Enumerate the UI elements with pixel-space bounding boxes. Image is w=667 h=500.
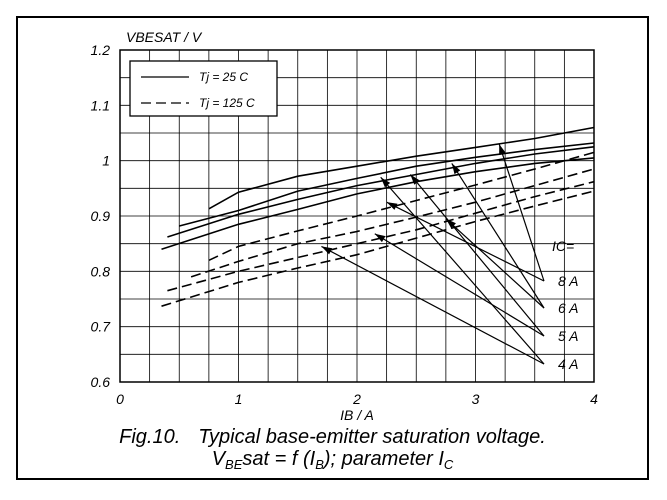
ic-label-6a: 6 A <box>558 300 579 316</box>
arrow-head <box>451 163 461 175</box>
annotation-arrows <box>321 143 545 365</box>
ic-label: IC= <box>552 238 574 254</box>
caption-line-2: VBEsat = f (IB); parameter IC <box>16 448 649 472</box>
ic-label-8a: 8 A <box>558 273 579 289</box>
y-tick-label: 1 <box>102 153 110 169</box>
y-tick-label: 0.7 <box>91 319 112 335</box>
caption-tail: ); parameter I <box>323 448 444 470</box>
caption-v: V <box>211 448 226 470</box>
arrow-line-5a <box>409 174 545 337</box>
plot-area <box>119 49 595 383</box>
figure-frame <box>16 16 649 480</box>
y-tick-label: 1.1 <box>91 97 110 113</box>
curve-ic-8a-tj-125c <box>208 151 595 262</box>
arrow-head <box>374 233 386 243</box>
legend-box <box>129 60 278 117</box>
y-tick-label: 0.6 <box>91 374 111 390</box>
curve-ic-6a-tj-25c <box>179 142 595 227</box>
legend-label-125: Tj = 125 C <box>199 96 255 110</box>
y-tick-label: 1.2 <box>91 42 111 58</box>
caption-title: Typical base-emitter saturation voltage. <box>198 426 546 448</box>
arrow-line-6a <box>451 163 545 309</box>
legend-label-25: Tj = 25 C <box>199 70 248 84</box>
arrow-line-5a <box>374 233 545 337</box>
arrow-head <box>321 246 333 255</box>
curve-ic-6a-tj-125c <box>190 168 595 278</box>
curve-ic-8a-tj-25c <box>208 126 595 210</box>
arrow-head <box>410 174 420 185</box>
ic-label-5a: 5 A <box>558 328 579 344</box>
curve-ic-4a-tj-125c <box>161 190 595 307</box>
y-tick-label: 0.8 <box>91 263 111 279</box>
caption-ib-sub: B <box>315 457 324 472</box>
curve-ic-5a-tj-25c <box>167 146 595 238</box>
curve-ic-5a-tj-125c <box>167 180 595 292</box>
x-tick-label: 0 <box>116 391 124 407</box>
x-tick-label: 2 <box>352 391 361 407</box>
x-axis-title: IB / A <box>340 407 374 423</box>
arrow-head <box>380 177 391 188</box>
arrow-head <box>499 144 506 156</box>
curves <box>161 126 595 307</box>
arrow-line-4a <box>380 176 545 365</box>
caption-mid: sat = f (I <box>242 448 316 470</box>
x-tick-label: 4 <box>590 391 598 407</box>
arrow-line-6a <box>445 218 545 309</box>
legend: Tj = 25 C Tj = 125 C <box>129 60 278 117</box>
caption-line-1: Fig.10. Typical base-emitter saturation v… <box>16 426 649 448</box>
figure-number: Fig.10. <box>119 426 181 448</box>
x-tick-label: 1 <box>235 391 243 407</box>
curve-ic-4a-tj-25c <box>161 157 595 250</box>
caption-v-sub: BE <box>225 457 243 472</box>
arrow-line-8a <box>498 143 545 282</box>
arrow-line-4a <box>321 245 545 365</box>
x-tick-label: 3 <box>472 391 480 407</box>
parameter-labels: IC= 8 A 6 A 5 A 4 A <box>552 238 579 372</box>
caption-ic-sub: C <box>443 457 454 472</box>
ic-label-4a: 4 A <box>558 356 579 372</box>
y-tick-label: 0.9 <box>91 208 111 224</box>
tick-labels: 0 1 2 3 4 0.6 0.7 0.8 0.9 1 1.1 1.2 <box>91 42 599 407</box>
y-axis-title: VBESAT / V <box>126 29 203 45</box>
arrow-head <box>386 202 398 210</box>
